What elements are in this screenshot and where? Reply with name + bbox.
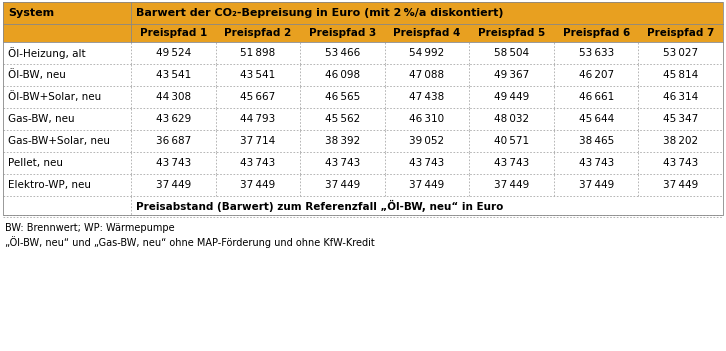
Bar	[3, 130, 723, 152]
Text: 43 743: 43 743	[325, 158, 360, 168]
Text: 44 308: 44 308	[155, 92, 191, 102]
Text: Gas-BW+Solar, neu: Gas-BW+Solar, neu	[8, 136, 110, 146]
Text: Preispfad 6: Preispfad 6	[563, 28, 629, 38]
Text: Elektro-WP, neu: Elektro-WP, neu	[8, 180, 91, 190]
Text: Öl-BW+Solar, neu: Öl-BW+Solar, neu	[8, 92, 101, 102]
Text: 51 898: 51 898	[240, 48, 275, 58]
Text: 43 743: 43 743	[663, 158, 698, 168]
Text: 37 449: 37 449	[325, 180, 360, 190]
Text: 43 743: 43 743	[240, 158, 275, 168]
Text: 43 743: 43 743	[579, 158, 613, 168]
Text: 43 743: 43 743	[494, 158, 529, 168]
Text: 54 992: 54 992	[409, 48, 444, 58]
Text: 37 449: 37 449	[663, 180, 698, 190]
Text: 36 687: 36 687	[155, 136, 191, 146]
Bar	[3, 42, 723, 64]
Text: 47 088: 47 088	[409, 70, 444, 80]
Bar	[3, 64, 723, 86]
Text: 46 661: 46 661	[579, 92, 613, 102]
Bar	[3, 2, 723, 24]
Text: Pellet, neu: Pellet, neu	[8, 158, 63, 168]
Text: 58 504: 58 504	[494, 48, 529, 58]
Text: Preispfad 3: Preispfad 3	[309, 28, 376, 38]
Text: 46 310: 46 310	[409, 114, 444, 124]
Bar	[3, 108, 723, 130]
Text: 37 449: 37 449	[409, 180, 444, 190]
Text: 43 541: 43 541	[155, 70, 191, 80]
Text: Öl-Heizung, alt: Öl-Heizung, alt	[8, 47, 86, 59]
Text: BW: Brennwert; WP: Wärmepumpe: BW: Brennwert; WP: Wärmepumpe	[5, 223, 175, 233]
Text: 45 667: 45 667	[240, 92, 275, 102]
Text: 46 314: 46 314	[663, 92, 698, 102]
Text: 39 052: 39 052	[409, 136, 444, 146]
Bar	[3, 86, 723, 108]
Text: 43 743: 43 743	[409, 158, 444, 168]
Text: 45 562: 45 562	[325, 114, 360, 124]
Text: 53 027: 53 027	[663, 48, 698, 58]
Text: Öl-BW, neu: Öl-BW, neu	[8, 69, 66, 80]
Text: 37 449: 37 449	[494, 180, 529, 190]
Bar	[3, 24, 723, 42]
Text: 44 793: 44 793	[240, 114, 275, 124]
Text: 46 207: 46 207	[579, 70, 613, 80]
Text: 46 098: 46 098	[325, 70, 360, 80]
Text: System: System	[8, 8, 54, 18]
Text: Preisabstand (Barwert) zum Referenzfall „Öl-BW, neu“ in Euro: Preisabstand (Barwert) zum Referenzfall …	[136, 199, 503, 212]
Text: 37 714: 37 714	[240, 136, 275, 146]
Text: 43 629: 43 629	[155, 114, 191, 124]
Text: 53 633: 53 633	[579, 48, 613, 58]
Text: 37 449: 37 449	[240, 180, 275, 190]
Text: „Öl-BW, neu“ und „Gas-BW, neu“ ohne MAP-Förderung und ohne KfW-Kredit: „Öl-BW, neu“ und „Gas-BW, neu“ ohne MAP-…	[5, 236, 375, 248]
Text: 46 565: 46 565	[325, 92, 360, 102]
Text: 53 466: 53 466	[325, 48, 360, 58]
Bar	[3, 174, 723, 196]
Text: 38 465: 38 465	[579, 136, 613, 146]
Text: Preispfad 1: Preispfad 1	[139, 28, 207, 38]
Text: 38 202: 38 202	[663, 136, 698, 146]
Text: Preispfad 2: Preispfad 2	[224, 28, 291, 38]
Text: 48 032: 48 032	[494, 114, 529, 124]
Text: 38 392: 38 392	[325, 136, 360, 146]
Text: 49 367: 49 367	[494, 70, 529, 80]
Text: 45 347: 45 347	[663, 114, 698, 124]
Text: Preispfad 7: Preispfad 7	[647, 28, 714, 38]
Bar	[3, 152, 723, 174]
Bar	[3, 196, 723, 215]
Text: 40 571: 40 571	[494, 136, 529, 146]
Text: Gas-BW, neu: Gas-BW, neu	[8, 114, 75, 124]
Text: 49 449: 49 449	[494, 92, 529, 102]
Text: 45 814: 45 814	[663, 70, 698, 80]
Text: 37 449: 37 449	[155, 180, 191, 190]
Text: 49 524: 49 524	[155, 48, 191, 58]
Text: 43 541: 43 541	[240, 70, 275, 80]
Text: 47 438: 47 438	[409, 92, 444, 102]
Text: Preispfad 5: Preispfad 5	[478, 28, 545, 38]
Text: Preispfad 4: Preispfad 4	[393, 28, 461, 38]
Text: Barwert der CO₂-Bepreisung in Euro (mit 2 %/a diskontiert): Barwert der CO₂-Bepreisung in Euro (mit …	[136, 8, 504, 18]
Text: 43 743: 43 743	[155, 158, 191, 168]
Text: 37 449: 37 449	[579, 180, 613, 190]
Text: 45 644: 45 644	[579, 114, 613, 124]
